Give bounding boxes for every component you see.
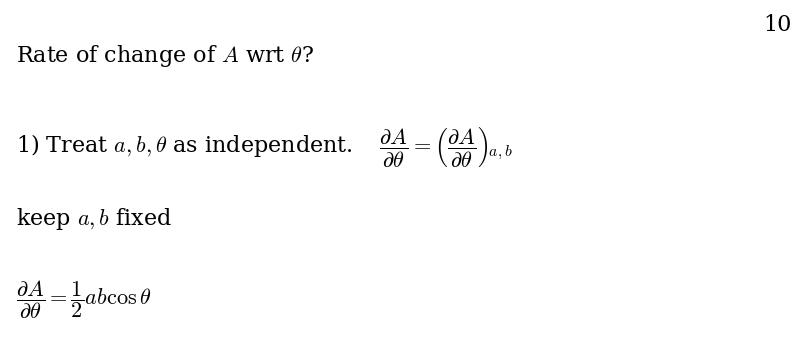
Text: Rate of change of $A$ wrt $\theta$?: Rate of change of $A$ wrt $\theta$? — [16, 43, 314, 69]
Text: 10: 10 — [764, 14, 792, 36]
Text: 1) Treat $a, b, \theta$ as independent. $\quad\dfrac{\partial A}{\partial \theta: 1) Treat $a, b, \theta$ as independent. … — [16, 125, 513, 169]
Text: keep $a, b$ fixed: keep $a, b$ fixed — [16, 206, 172, 232]
Text: $\dfrac{\partial A}{\partial \theta} = \dfrac{1}{2}ab\cos\theta$: $\dfrac{\partial A}{\partial \theta} = \… — [16, 278, 151, 321]
